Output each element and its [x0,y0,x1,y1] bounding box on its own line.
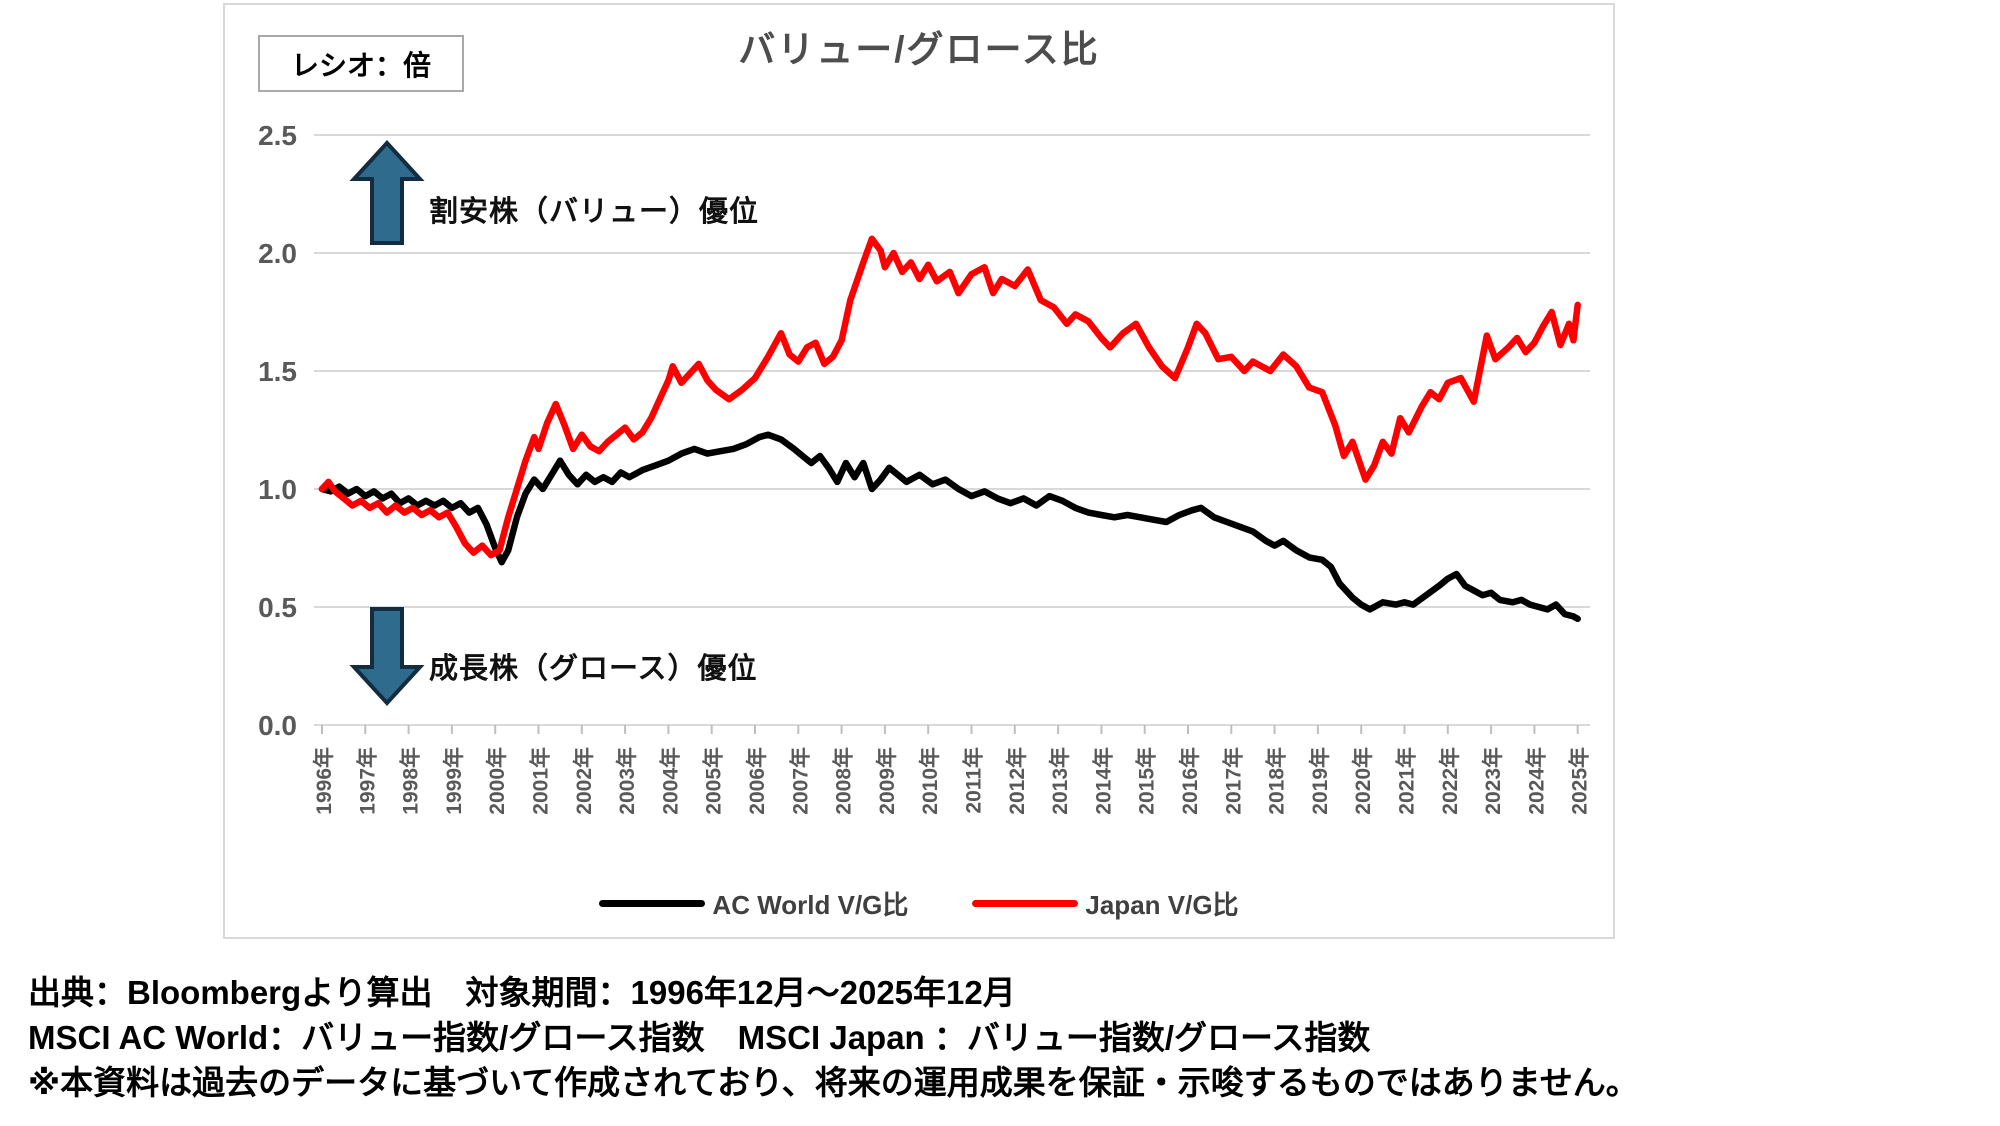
growth-advantage-label: 成長株（グロース）優位 [429,653,758,685]
svg-text:2017年: 2017年 [1221,747,1245,815]
svg-text:2022年: 2022年 [1438,747,1462,815]
svg-text:2006年: 2006年 [745,747,769,815]
legend: AC World V/G比 Japan V/G比 [225,885,1613,922]
svg-text:2.5: 2.5 [258,120,297,151]
svg-text:1996年: 1996年 [312,747,336,815]
svg-text:1.5: 1.5 [258,356,297,387]
svg-text:2023年: 2023年 [1481,747,1505,815]
chart-frame: 0.0 0.5 1.0 1.5 2.0 2.5 1996年 1997年 1998年 1999年 20… [223,3,1615,939]
svg-text:2019年: 2019年 [1308,747,1332,815]
footnotes: 出典：Bloombergより算出 対象期間：1996年12月～2025年12月 … [28,970,1988,1105]
svg-text:2012年: 2012年 [1005,747,1029,815]
svg-text:2013年: 2013年 [1048,747,1072,815]
ratio-unit-box: レシオ：倍 [258,35,464,92]
svg-text:2011年: 2011年 [962,747,986,814]
svg-text:2004年: 2004年 [658,747,682,815]
svg-text:2002年: 2002年 [572,747,596,815]
svg-text:1999年: 1999年 [442,747,466,815]
svg-text:2021年: 2021年 [1395,747,1419,815]
value-advantage-label: 割安株（バリュー）優位 [429,196,760,228]
line-chart-plot: 0.0 0.5 1.0 1.5 2.0 2.5 1996年 1997年 1998年 1999年 20… [258,120,1592,815]
svg-text:2009年: 2009年 [875,747,899,815]
svg-text:2025年: 2025年 [1568,747,1592,815]
svg-text:0.0: 0.0 [258,710,297,741]
svg-text:1.0: 1.0 [258,474,297,505]
arrow-up-icon [349,140,425,245]
legend-item-ac-world: AC World V/G比 [599,885,908,922]
svg-text:1997年: 1997年 [355,747,379,815]
footnote-indices: MSCI AC World：バリュー指数/グロース指数 MSCI Japan ：… [28,1019,1371,1056]
footnote-source: 出典：Bloombergより算出 対象期間：1996年12月～2025年12月 [28,974,1016,1011]
legend-label-ac-world: AC World V/G比 [712,890,909,920]
ac-world-line-swatch [599,900,706,907]
svg-text:2014年: 2014年 [1091,747,1115,815]
svg-text:1998年: 1998年 [399,747,423,815]
svg-text:2016年: 2016年 [1178,747,1202,815]
svg-text:2000年: 2000年 [485,747,509,815]
svg-text:2.0: 2.0 [258,238,297,269]
svg-text:2018年: 2018年 [1265,747,1289,815]
svg-text:2001年: 2001年 [529,747,553,815]
svg-text:2015年: 2015年 [1135,747,1159,815]
svg-text:2020年: 2020年 [1351,747,1375,815]
svg-text:2024年: 2024年 [1524,747,1548,815]
ratio-unit-label: レシオ：倍 [290,49,431,81]
svg-text:2010年: 2010年 [918,747,942,815]
footnote-disclaimer: ※本資料は過去のデータに基づいて作成されており、将来の運用成果を保証・示唆するも… [28,1064,1639,1101]
legend-label-japan: Japan V/G比 [1085,890,1239,920]
svg-text:2008年: 2008年 [832,747,856,815]
arrow-down-icon [349,607,425,706]
legend-item-japan: Japan V/G比 [972,885,1239,922]
svg-text:2005年: 2005年 [702,747,726,815]
japan-line-swatch [972,900,1079,907]
chart-title: バリュー/グロース比 [738,29,1100,70]
svg-text:0.5: 0.5 [258,592,297,623]
svg-text:2003年: 2003年 [615,747,639,815]
svg-text:2007年: 2007年 [788,747,812,815]
